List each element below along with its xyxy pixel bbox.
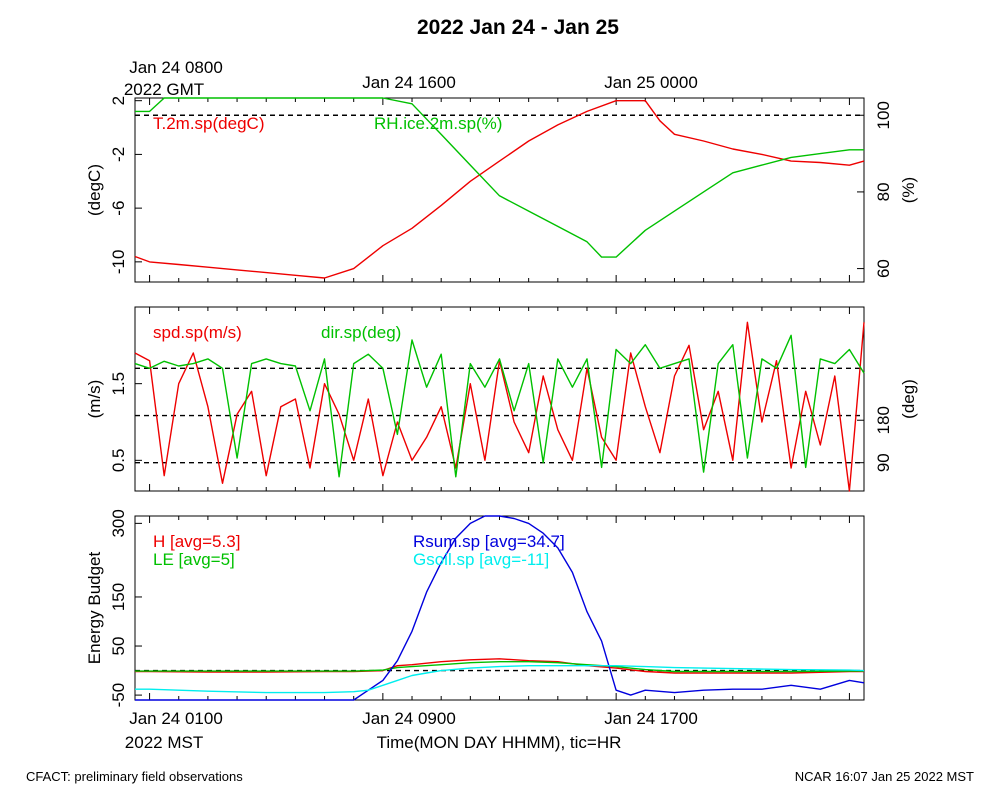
- legend-wind-speed: spd.sp(m/s): [153, 323, 242, 342]
- panel-2-frame: [134, 306, 865, 492]
- y-tick-label: -2: [109, 147, 128, 162]
- bottom-axis-label-0: Jan 24 0100: [129, 709, 223, 728]
- panel-1-ylabel: (degC): [85, 164, 104, 216]
- y-tick-label-right: 60: [874, 259, 893, 278]
- y-tick-label-right: 80: [874, 182, 893, 201]
- legend-net-radiation: Rsum.sp [avg=34.7]: [413, 532, 565, 551]
- series-rsum-sp: [135, 515, 865, 701]
- y-tick-label: -50: [109, 683, 128, 708]
- y-tick-label-right: 100: [874, 101, 893, 129]
- series-le: [135, 661, 864, 673]
- top-axis-label-1: Jan 24 1600: [362, 73, 456, 92]
- bottom-axis-label-1: Jan 24 0900: [362, 709, 456, 728]
- panel-2-ylabel: (m/s): [85, 380, 104, 419]
- bottom-axis-sublabel: 2022 MST: [125, 733, 203, 752]
- series-t-2m-sp-degc: [134, 99, 865, 279]
- top-axis-label-0: Jan 24 0800: [129, 58, 223, 77]
- series-dir-sp-deg: [134, 334, 865, 478]
- panel-1-marks: -10 -6 -2 2 60 80 100: [109, 96, 893, 282]
- panel-2-ylabel-right: (deg): [899, 379, 918, 419]
- footer-right: NCAR 16:07 Jan 25 2022 MST: [795, 769, 974, 784]
- x-axis-title: Time(MON DAY HHMM), tic=HR: [377, 733, 622, 752]
- legend-wind-direction: dir.sp(deg): [321, 323, 401, 342]
- chart-title: 2022 Jan 24 - Jan 25: [417, 16, 619, 39]
- top-axis-sublabel: 2022 GMT: [124, 80, 204, 99]
- panel-3-marks: -50 50 150 300: [109, 509, 865, 708]
- y-tick-label: 2: [109, 96, 128, 105]
- legend-latent-heat: LE [avg=5]: [153, 550, 235, 569]
- legend-sensible-heat: H [avg=5.3]: [153, 532, 240, 551]
- y-tick-label: 300: [109, 509, 128, 537]
- series-rh-ice-2m-sp: [135, 97, 864, 258]
- y-tick-label-right: 180: [874, 406, 893, 434]
- footer-left: CFACT: preliminary field observations: [26, 769, 243, 784]
- y-tick-label: -6: [109, 201, 128, 216]
- bottom-axis-label-2: Jan 24 1700: [604, 709, 698, 728]
- panel-energy-budget: -50 50 150 300 H [avg=5.3] LE [avg=5] Rsum.…: [85, 509, 865, 708]
- panel-2-marks: 0.5 1.5 90 180: [109, 307, 893, 492]
- y-tick-label: 50: [109, 637, 128, 656]
- series-gsoil-sp: [135, 665, 865, 694]
- legend-temperature: T.2m.sp(degC): [153, 114, 264, 133]
- legend-soil-heat-flux: Gsoil.sp [avg=-11]: [413, 550, 549, 569]
- y-tick-label: 0.5: [109, 449, 128, 473]
- panel-1-ylabel-right: (%): [899, 177, 918, 203]
- y-tick-label: 150: [109, 583, 128, 611]
- y-tick-label-right: 90: [874, 453, 893, 472]
- top-axis-label-2: Jan 25 0000: [604, 73, 698, 92]
- y-tick-label: -10: [109, 250, 128, 275]
- y-tick-label: 1.5: [109, 372, 128, 396]
- panel-3-ylabel: Energy Budget: [85, 551, 104, 664]
- panel-wind: 0.5 1.5 90 180 spd.sp(m/s) dir.sp(deg) (m/s…: [85, 306, 918, 492]
- legend-relative-humidity: RH.ice.2m.sp(%): [374, 114, 502, 133]
- panel-temperature-rh: -10 -6 -2 2 60 80 100 T.2m.sp(degC) RH.ice.2m.…: [85, 96, 918, 283]
